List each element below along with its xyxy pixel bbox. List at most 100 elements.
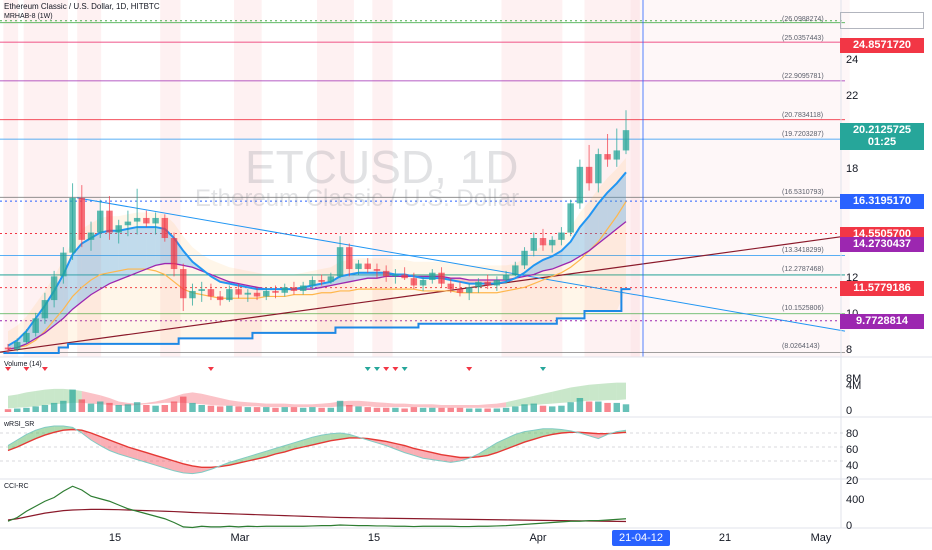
time-tick: Mar bbox=[230, 532, 250, 544]
volume-bar bbox=[382, 407, 390, 412]
level-label: (19.7203287) bbox=[782, 131, 824, 138]
candle-body bbox=[207, 289, 215, 297]
candle-body bbox=[152, 217, 159, 224]
volume-band bbox=[164, 396, 175, 403]
candle-body bbox=[613, 150, 621, 160]
last-price-value: 20.2125725 bbox=[852, 124, 912, 136]
volume-bar bbox=[41, 405, 49, 412]
volume-bar bbox=[143, 405, 150, 412]
volume-band bbox=[441, 405, 451, 408]
signal-marker bbox=[401, 367, 408, 371]
volume-bar bbox=[373, 407, 381, 412]
stop-line bbox=[3, 288, 631, 354]
mrhab-slow-line bbox=[7, 221, 627, 350]
crosshair-date-label: 21-04-12 bbox=[612, 530, 670, 546]
volume-bar bbox=[13, 408, 21, 412]
volume-bar bbox=[622, 404, 630, 412]
volume-band bbox=[266, 403, 276, 408]
cci-signal-line bbox=[7, 508, 627, 523]
candle-body bbox=[401, 274, 408, 279]
candle-body bbox=[336, 247, 344, 277]
candle-body bbox=[87, 232, 95, 240]
volume-bar bbox=[272, 407, 279, 412]
volume-band bbox=[146, 401, 156, 405]
volume-bar bbox=[521, 404, 528, 412]
volume-bar bbox=[530, 403, 537, 412]
volume-bar bbox=[23, 407, 30, 412]
ma-fill bbox=[127, 227, 138, 277]
signal-marker bbox=[539, 367, 546, 371]
session-band bbox=[542, 0, 563, 357]
volume-tick: 0 bbox=[846, 405, 853, 417]
level-label: (13.3418299) bbox=[782, 247, 824, 254]
volume-band bbox=[54, 388, 64, 405]
volume-band bbox=[533, 393, 543, 405]
volume-bar bbox=[69, 389, 76, 412]
level-label: (22.9095781) bbox=[782, 73, 824, 80]
volume-band bbox=[201, 393, 211, 405]
volume-band bbox=[413, 404, 424, 408]
price-badge-24: 24.8571720 bbox=[840, 38, 924, 53]
wrsi-fill bbox=[589, 433, 599, 439]
volume-tick: 4M bbox=[846, 380, 862, 392]
volume-bar bbox=[475, 408, 482, 412]
wrsi-tick: 80 bbox=[846, 428, 859, 440]
volume-bar bbox=[318, 407, 325, 412]
price-tick: 18 bbox=[846, 163, 859, 175]
wrsi-tick: 60 bbox=[846, 444, 859, 456]
ma-fill bbox=[137, 227, 147, 273]
volume-bar bbox=[281, 407, 288, 412]
volume-band bbox=[247, 402, 258, 407]
volume-band bbox=[506, 400, 516, 408]
wrsi-fill bbox=[192, 465, 202, 474]
candle-body bbox=[106, 210, 113, 233]
candle-body bbox=[410, 278, 418, 286]
wrsi-fill bbox=[515, 431, 525, 446]
volume-bar bbox=[447, 407, 454, 412]
level-label: (8.0264143) bbox=[782, 343, 820, 350]
candle-body bbox=[235, 289, 242, 295]
volume-band bbox=[542, 391, 553, 405]
volume-band bbox=[210, 395, 221, 406]
volume-band bbox=[192, 392, 202, 405]
wrsi-fill bbox=[183, 463, 193, 474]
candle-body bbox=[484, 281, 491, 286]
volume-bar bbox=[226, 405, 233, 412]
signal-marker bbox=[364, 367, 371, 371]
volume-band bbox=[44, 388, 55, 405]
volume-band bbox=[257, 402, 267, 408]
candle-body bbox=[133, 217, 141, 222]
level-label: (26.0988274) bbox=[782, 16, 824, 23]
volume-bar bbox=[613, 402, 621, 412]
time-tick: 21 bbox=[718, 532, 732, 544]
volume-band bbox=[275, 403, 285, 408]
candle-body bbox=[143, 217, 150, 224]
volume-bar bbox=[290, 407, 298, 412]
candle-body bbox=[226, 289, 233, 301]
candle-body bbox=[41, 300, 49, 319]
ma-fill bbox=[118, 228, 128, 280]
candle-body bbox=[447, 283, 454, 290]
signal-marker bbox=[207, 367, 214, 371]
last-price-countdown: 01:25 bbox=[867, 136, 897, 148]
signal-marker bbox=[5, 367, 11, 371]
candle-body bbox=[419, 280, 427, 286]
volume-bar bbox=[567, 402, 574, 412]
volume-bar bbox=[60, 400, 67, 412]
volume-bar bbox=[401, 408, 408, 412]
candle-body bbox=[97, 210, 104, 233]
candle-body bbox=[475, 281, 482, 288]
volume-band bbox=[469, 405, 479, 408]
volume-bar bbox=[465, 408, 473, 412]
wrsi-tick: 40 bbox=[846, 460, 859, 472]
trendline-resistance bbox=[77, 197, 846, 332]
session-band bbox=[630, 0, 850, 357]
time-tick: 15 bbox=[367, 532, 381, 544]
ma-fill bbox=[100, 230, 110, 290]
wrsi-signal-line bbox=[7, 428, 627, 468]
volume-band bbox=[404, 403, 414, 408]
volume-bar bbox=[4, 409, 12, 412]
candle-body bbox=[521, 250, 528, 266]
volume-bar bbox=[346, 405, 353, 412]
signal-marker bbox=[41, 367, 48, 371]
